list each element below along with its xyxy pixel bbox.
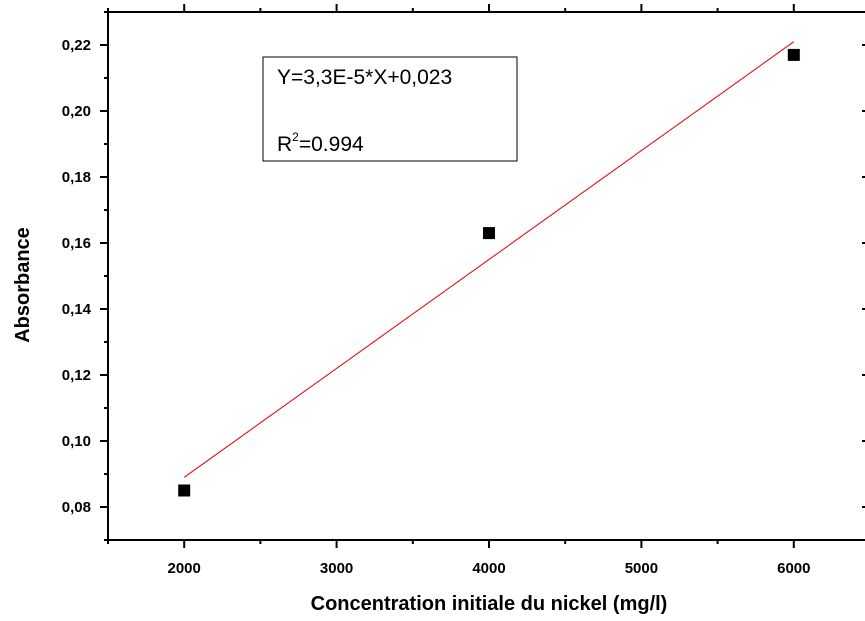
r-squared-prefix: R [277,133,292,156]
x-axis-ticks: 2000 3000 4000 5000 6000 [107,4,810,577]
data-point [483,227,495,240]
x-tick-label: 3000 [320,560,353,577]
y-axis-title: Absorbance [12,227,34,343]
y-tick-label: 0,20 [62,103,91,120]
r-squared-value: =0.994 [299,133,364,156]
data-point [787,48,800,61]
data-point [178,484,191,497]
x-tick-label: 2000 [168,560,201,577]
regression-equation: Y=3,3E-5*X+0,023 [277,66,452,89]
x-tick-label: 6000 [777,560,810,577]
y-tick-label: 0,12 [62,367,91,384]
plot-area [107,11,865,541]
y-tick-label: 0,18 [62,169,91,186]
x-tick-label: 4000 [472,560,505,577]
equation-box: Y=3,3E-5*X+0,023 R2=0.994 [262,56,518,162]
y-tick-label: 0,08 [62,499,91,516]
r-squared-superscript: 2 [292,130,299,144]
y-axis-ticks: 0,08 0,10 0,12 0,14 0,16 0,18 0,20 0,22 [62,11,865,541]
x-tick-label: 5000 [625,560,658,577]
r-squared-label: R2=0.994 [277,130,364,156]
y-tick-label: 0,22 [62,37,91,54]
x-axis-title: Concentration initiale du nickel (mg/l) [311,593,668,615]
regression-line [183,41,795,478]
y-tick-label: 0,14 [62,301,92,318]
data-points [178,48,800,497]
y-tick-label: 0,10 [62,433,91,450]
y-tick-label: 0,16 [62,235,91,252]
